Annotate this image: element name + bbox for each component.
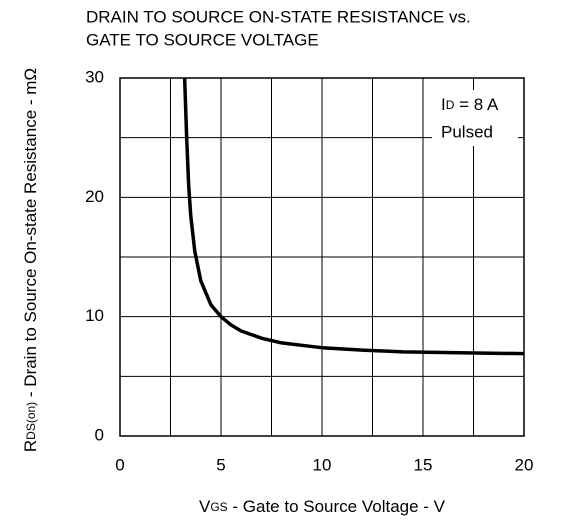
x-tick-label: 0 <box>115 455 124 474</box>
line-series <box>182 77 525 356</box>
chart-title: DRAIN TO SOURCE ON-STATE RESISTANCE vs. <box>86 7 471 26</box>
y-axis-label: RDS(on) - Drain to Source On-state Resis… <box>21 68 40 452</box>
annotation: = 8 A <box>454 95 499 114</box>
annotation: Pulsed <box>441 122 493 141</box>
x-tick-label: 20 <box>515 455 534 474</box>
y-tick-label: 30 <box>85 67 104 86</box>
plot-frame <box>119 77 525 437</box>
annotation-bg <box>432 90 518 146</box>
y-tick-label: 20 <box>85 187 104 206</box>
x-axis-label: VGS - Gate to Source Voltage - V <box>199 497 446 516</box>
annotation: I <box>441 95 446 114</box>
x-tick-label: 15 <box>414 455 433 474</box>
y-tick-label: 0 <box>95 425 104 444</box>
x-tick-label: 10 <box>313 455 332 474</box>
annotation: ID = 8 A <box>441 95 499 114</box>
x-tick-label: 5 <box>216 455 225 474</box>
chart-title: GATE TO SOURCE VOLTAGE <box>86 30 319 49</box>
annotation: D <box>446 98 455 112</box>
y-tick-label: 10 <box>85 306 104 325</box>
